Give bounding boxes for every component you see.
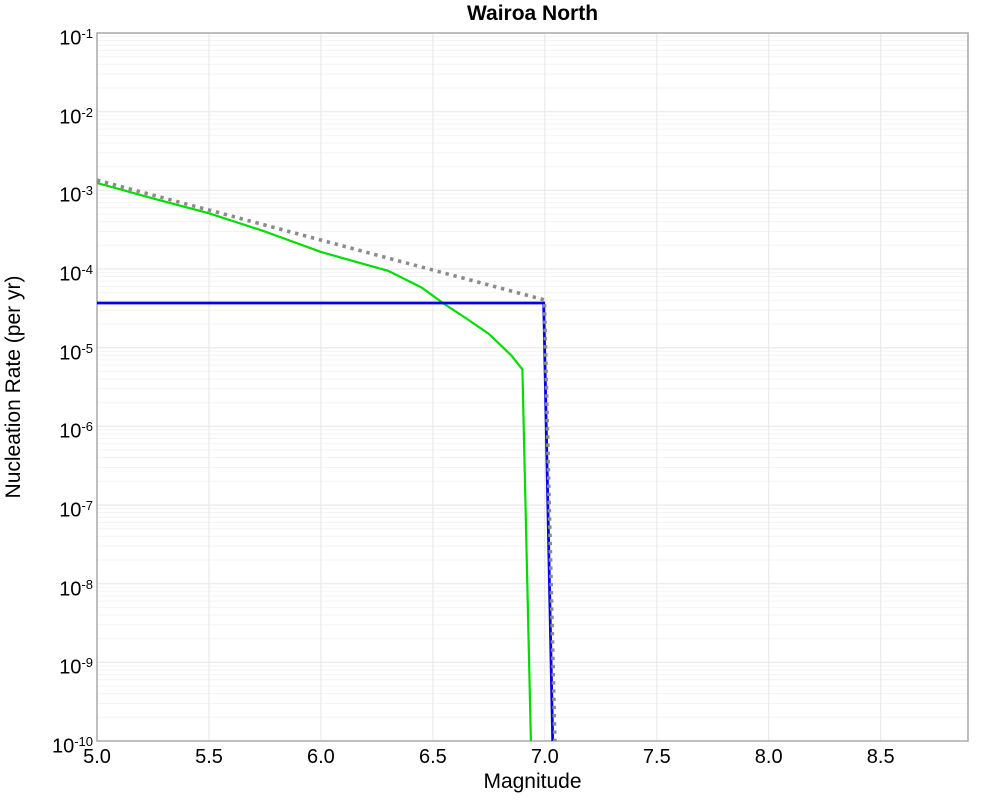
y-tick-label: 10-3 <box>59 183 93 207</box>
y-tick-label: 10-6 <box>59 419 93 443</box>
series-characteristic <box>97 301 555 742</box>
y-tick-label: 10-10 <box>51 734 93 758</box>
x-tick-label: 6.5 <box>418 746 447 768</box>
y-tick-label: 10-2 <box>59 104 93 129</box>
y-tick-label: 10-9 <box>59 655 93 679</box>
plot-background <box>97 33 968 741</box>
x-tick-label: 5.5 <box>195 746 223 768</box>
y-tick-label: 10-4 <box>59 262 93 286</box>
y-tick-label: 10-5 <box>59 340 93 365</box>
chart-title: Wairoa North <box>466 2 599 25</box>
x-tick-label: 6.0 <box>306 746 335 768</box>
x-axis-title: Magnitude <box>483 770 582 793</box>
x-tick-label: 8.5 <box>866 746 895 768</box>
series-tapered-gutenberg-richter <box>96 181 532 742</box>
series-gutenberg-richter-dotted <box>96 178 557 742</box>
x-tick-label: 7.5 <box>642 746 671 768</box>
x-tick-label: 8.0 <box>754 746 783 768</box>
x-tick-label: 7.0 <box>530 746 559 768</box>
y-tick-label: 10-1 <box>59 26 93 50</box>
y-tick-label: 10-7 <box>59 498 93 522</box>
x-tick-label: 5.0 <box>83 746 111 768</box>
y-tick-label: 10-8 <box>59 576 93 601</box>
plot-border <box>96 32 969 742</box>
